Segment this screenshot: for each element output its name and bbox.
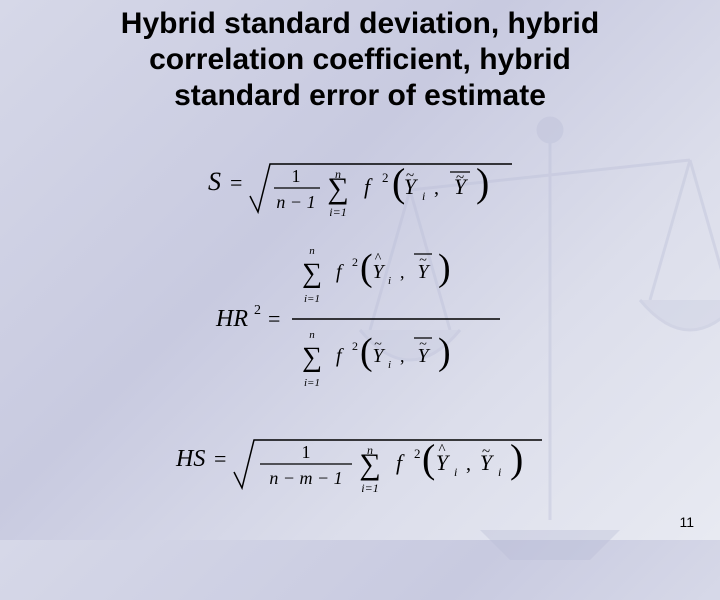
svg-text:Y: Y bbox=[417, 261, 430, 283]
title-line-3: standard error of estimate bbox=[174, 79, 546, 112]
svg-text:n: n bbox=[309, 329, 315, 341]
svg-text:i: i bbox=[422, 189, 425, 203]
svg-text:1: 1 bbox=[302, 442, 311, 462]
svg-text:n − m − 1: n − m − 1 bbox=[269, 468, 342, 488]
svg-text:2: 2 bbox=[382, 170, 389, 185]
formula-S: S = 1 n − 1 n ∑ i=1 f 2 ( ~ Y i , ~ Y ) bbox=[200, 138, 520, 224]
svg-text:i=1: i=1 bbox=[304, 293, 320, 305]
svg-text:f: f bbox=[364, 174, 373, 199]
svg-text:∑: ∑ bbox=[302, 258, 322, 289]
svg-text:f: f bbox=[336, 345, 344, 367]
svg-text:2: 2 bbox=[254, 303, 261, 318]
svg-text:∑: ∑ bbox=[359, 448, 380, 481]
svg-text:1: 1 bbox=[292, 166, 301, 186]
svg-text:2: 2 bbox=[352, 339, 358, 353]
svg-text:Y: Y bbox=[372, 345, 385, 367]
svg-text:i: i bbox=[388, 275, 391, 287]
svg-text:(: ( bbox=[422, 436, 435, 481]
svg-text:2: 2 bbox=[414, 446, 421, 461]
svg-text:): ) bbox=[510, 436, 523, 481]
page-number: 11 bbox=[679, 514, 694, 530]
svg-text:n − 1: n − 1 bbox=[276, 192, 315, 212]
svg-text:Y: Y bbox=[436, 450, 451, 475]
svg-text:Y: Y bbox=[480, 450, 495, 475]
svg-text:HR: HR bbox=[215, 306, 248, 332]
formula-HR2: HR 2 = n ∑ i=1 f 2 ( ^ Y i , ~ Y ) n ∑ i… bbox=[210, 234, 510, 404]
title-line-1: Hybrid standard deviation, hybrid bbox=[121, 7, 599, 40]
svg-text:Y: Y bbox=[417, 345, 430, 367]
svg-text:): ) bbox=[438, 331, 451, 373]
svg-text:f: f bbox=[396, 450, 405, 475]
svg-text:,: , bbox=[400, 346, 405, 366]
slide-title: Hybrid standard deviation, hybrid correl… bbox=[0, 6, 720, 114]
svg-text:i: i bbox=[454, 465, 457, 479]
svg-text:i=1: i=1 bbox=[304, 377, 320, 389]
svg-text:(: ( bbox=[360, 247, 373, 289]
svg-text:i=1: i=1 bbox=[361, 481, 378, 495]
svg-text:HS: HS bbox=[175, 446, 205, 472]
svg-text:Y: Y bbox=[454, 174, 469, 199]
svg-text:2: 2 bbox=[352, 255, 358, 269]
svg-text:=: = bbox=[230, 170, 242, 195]
svg-text:=: = bbox=[268, 306, 280, 331]
svg-text:): ) bbox=[438, 247, 451, 289]
svg-text:n: n bbox=[309, 245, 315, 257]
svg-text:=: = bbox=[214, 446, 226, 471]
svg-text:,: , bbox=[400, 262, 405, 282]
svg-text:Y: Y bbox=[372, 261, 385, 283]
svg-text:i: i bbox=[498, 465, 501, 479]
svg-text:∑: ∑ bbox=[327, 172, 348, 205]
formula-HS: HS = 1 n − m − 1 n ∑ i=1 f 2 ( ^ Y i , ~… bbox=[170, 414, 550, 500]
svg-text:∑: ∑ bbox=[302, 342, 322, 373]
svg-text:i=1: i=1 bbox=[329, 205, 346, 219]
svg-text:Y: Y bbox=[404, 174, 419, 199]
svg-text:): ) bbox=[476, 160, 489, 205]
svg-text:,: , bbox=[466, 453, 471, 475]
svg-text:S: S bbox=[208, 167, 221, 196]
svg-text:,: , bbox=[434, 177, 439, 199]
svg-text:i: i bbox=[388, 359, 391, 371]
svg-text:f: f bbox=[336, 261, 344, 283]
title-line-2: correlation coefficient, hybrid bbox=[149, 43, 571, 76]
svg-text:(: ( bbox=[360, 331, 373, 373]
